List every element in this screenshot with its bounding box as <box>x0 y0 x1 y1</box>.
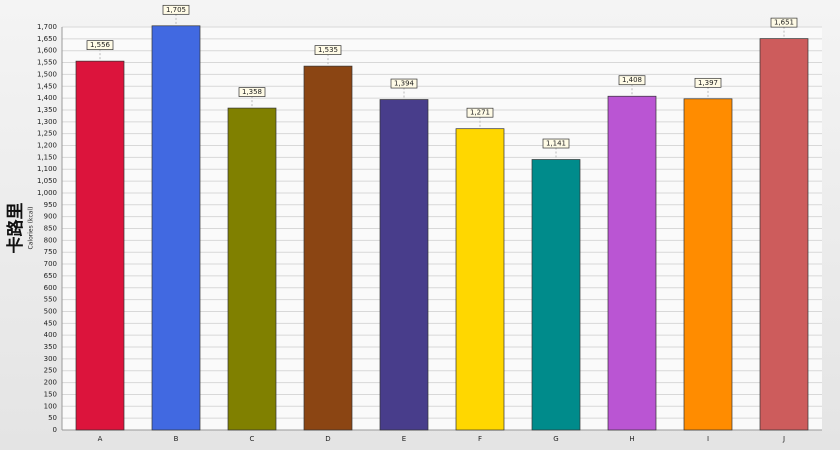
value-label-box <box>238 87 266 97</box>
y-tick-label: 1,700 <box>37 23 57 31</box>
value-label-box <box>314 45 342 55</box>
y-tick-label: 1,100 <box>37 165 57 173</box>
x-tick-label: B <box>174 435 179 443</box>
y-tick-label: 600 <box>44 284 57 292</box>
x-tick-label: C <box>250 435 255 443</box>
value-label: 1,556 <box>90 41 111 49</box>
y-axis-title: 卡路里 <box>5 203 26 254</box>
y-tick-label: 350 <box>44 343 57 351</box>
y-tick-label: 1,000 <box>37 189 57 197</box>
y-tick-label: 1,500 <box>37 70 57 78</box>
value-label-box <box>162 4 190 15</box>
value-label: 1,408 <box>622 76 642 84</box>
y-tick-label: 1,600 <box>37 47 57 55</box>
y-tick-label: 1,150 <box>37 153 57 161</box>
bar <box>607 95 657 431</box>
bar <box>379 99 429 431</box>
x-tick-label: I <box>707 435 709 443</box>
value-label: 1,141 <box>546 140 566 148</box>
x-tick-label: A <box>98 435 103 443</box>
y-tick-label: 150 <box>44 390 57 398</box>
value-label: 1,397 <box>698 79 718 87</box>
value-label-box <box>466 107 494 118</box>
y-tick-label: 100 <box>44 402 57 410</box>
y-axis-subtitle: Calories (kcal) <box>28 207 35 250</box>
value-label: 1,271 <box>470 109 490 117</box>
bar <box>75 60 125 431</box>
x-tick-label: J <box>782 435 785 443</box>
y-tick-label: 1,050 <box>37 177 57 185</box>
y-tick-label: 750 <box>44 248 57 256</box>
value-label-box <box>770 17 798 28</box>
value-label: 1,394 <box>394 80 415 88</box>
y-tick-label: 1,200 <box>37 142 57 150</box>
bar <box>455 128 505 431</box>
bar <box>759 38 809 431</box>
y-tick-label: 450 <box>44 319 57 327</box>
y-tick-label: 1,350 <box>37 106 57 114</box>
value-label-box <box>694 77 722 88</box>
y-tick-label: 300 <box>44 355 57 363</box>
y-tick-label: 850 <box>44 225 57 233</box>
y-tick-label: 200 <box>44 379 57 387</box>
value-label-box <box>618 75 646 86</box>
y-tick-label: 1,450 <box>37 82 57 90</box>
value-label: 1,705 <box>166 6 186 14</box>
bar <box>303 65 353 431</box>
y-tick-label: 650 <box>44 272 57 280</box>
x-tick-label: D <box>325 435 330 443</box>
y-tick-label: 1,650 <box>37 35 57 43</box>
y-tick-label: 0 <box>53 426 57 434</box>
value-label: 1,651 <box>774 19 794 27</box>
y-tick-label: 1,300 <box>37 118 57 126</box>
x-tick-label: E <box>402 435 406 443</box>
bar <box>531 159 581 431</box>
y-tick-label: 1,250 <box>37 130 57 138</box>
value-label-box <box>86 40 114 50</box>
y-tick-label: 1,400 <box>37 94 57 102</box>
y-tick-label: 550 <box>44 296 57 304</box>
value-label: 1,358 <box>242 88 262 96</box>
value-label: 1,535 <box>318 46 338 54</box>
x-tick-label: H <box>629 435 634 443</box>
y-tick-label: 50 <box>48 414 57 422</box>
y-tick-label: 800 <box>44 236 57 244</box>
value-label-box <box>390 78 418 89</box>
y-tick-label: 250 <box>44 367 57 375</box>
y-tick-label: 700 <box>44 260 57 268</box>
bar <box>151 25 201 431</box>
x-tick-label: G <box>553 435 558 443</box>
y-tick-label: 500 <box>44 307 57 315</box>
value-label-box <box>542 138 570 149</box>
bar <box>683 98 733 431</box>
y-tick-label: 1,550 <box>37 59 57 67</box>
x-tick-label: F <box>478 435 482 443</box>
y-tick-label: 900 <box>44 213 57 221</box>
y-tick-label: 950 <box>44 201 57 209</box>
y-tick-label: 400 <box>44 331 57 339</box>
bar <box>227 107 277 431</box>
